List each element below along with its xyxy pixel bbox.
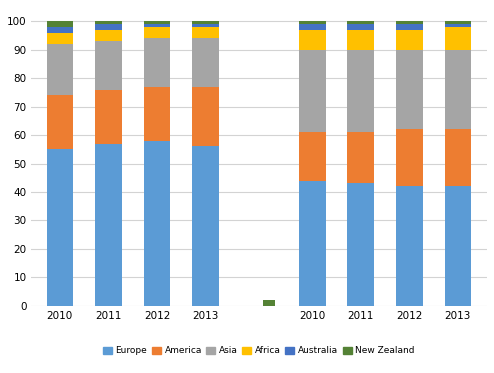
Bar (445, 27, 471, 50)
Bar (144, 21, 170, 24)
Bar (396, 21, 423, 24)
Bar (445, 24, 471, 27)
Bar (396, 30, 423, 50)
Bar (347, 132, 374, 184)
Bar (445, 21, 471, 24)
Bar (144, 38, 170, 87)
Bar (192, 147, 219, 306)
Bar (95, 90, 122, 144)
Bar (396, 186, 423, 306)
Bar (347, 24, 374, 30)
Bar (396, 24, 423, 30)
Bar (46, 44, 73, 95)
Bar (396, 50, 423, 129)
Bar (299, 50, 326, 132)
Bar (192, 87, 219, 147)
Bar (95, 144, 122, 306)
Bar (347, 184, 374, 306)
Bar (192, 27, 219, 38)
Bar (347, 21, 374, 24)
Bar (144, 27, 170, 38)
Bar (95, 24, 122, 30)
Bar (396, 129, 423, 186)
Bar (299, 21, 326, 24)
Legend: Europe, America, Asia, Africa, Australia, New Zealand: Europe, America, Asia, Africa, Australia… (103, 346, 415, 355)
Bar (299, 132, 326, 181)
Bar (46, 21, 73, 27)
Bar (192, 38, 219, 87)
Bar (95, 21, 122, 24)
Bar (445, 129, 471, 186)
Bar (299, 24, 326, 30)
Bar (144, 24, 170, 27)
Bar (347, 50, 374, 132)
Bar (95, 41, 122, 90)
Bar (347, 30, 374, 50)
Bar (262, 300, 275, 306)
Bar (299, 30, 326, 50)
Bar (445, 50, 471, 129)
Bar (445, 186, 471, 306)
Bar (46, 27, 73, 32)
Bar (144, 141, 170, 306)
Bar (192, 24, 219, 27)
Bar (46, 149, 73, 306)
Bar (46, 95, 73, 149)
Bar (299, 181, 326, 306)
Bar (46, 32, 73, 44)
Bar (144, 87, 170, 141)
Bar (192, 21, 219, 24)
Bar (95, 30, 122, 41)
